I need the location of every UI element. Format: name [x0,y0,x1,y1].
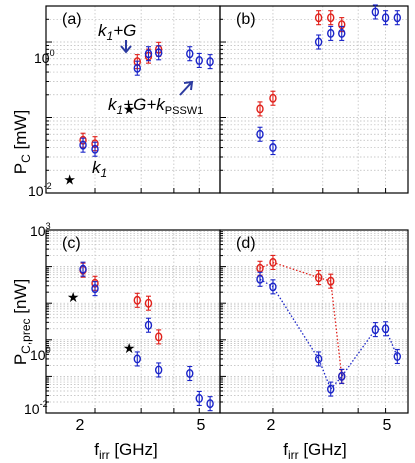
ytick-bottom-1e-2: 10-2 [24,399,48,417]
annotation-k1-plus-g-plus-kpssw1: k1+G+kPSSW1 [108,95,203,117]
data-point-blue [381,324,390,334]
ytick-bottom-1e3: 103 [30,221,51,239]
data-point-blue [327,28,335,38]
data-point-red [314,13,323,23]
data-point-red [133,295,141,305]
data-point-red [269,93,277,103]
panels-layer: ★★★★ [45,4,409,414]
data-point-blue [314,37,323,47]
data-point-blue [256,274,264,284]
arrow-k1-plus-g [120,40,132,54]
panel-b [219,4,409,194]
data-point-blue [144,49,153,59]
panel-d [219,229,409,414]
panel-c: ★★ [45,229,221,414]
data-point-blue [269,143,277,153]
star-marker: ★ [123,101,136,117]
data-point-blue [393,13,402,23]
xlabel-left: firr [GHz] [94,440,158,462]
data-point-blue [154,48,163,58]
data-point-blue [195,55,203,65]
data-point-blue [371,325,380,335]
data-point-red [327,276,335,286]
data-point-blue [338,28,346,38]
annotation-k1: k1 [92,158,107,180]
data-point-blue [133,63,141,73]
data-point-blue [186,369,194,379]
data-point-blue [154,365,163,375]
data-point-blue [338,371,346,381]
data-point-blue [79,140,87,150]
data-point-red [256,104,264,114]
star-marker: ★ [67,289,80,305]
ytick-top-1e0: 100 [34,48,55,66]
data-point-blue [269,282,277,292]
xtick-right-5: 5 [383,417,392,434]
data-point-red [154,332,163,342]
data-point-blue [195,393,203,403]
data-point-blue [144,320,153,330]
data-point-blue [79,264,87,274]
data-point-red [327,13,335,23]
axes-frame [219,229,409,414]
panel-a: ★★ [45,5,221,194]
data-point-blue [327,384,335,394]
data-point-blue [381,13,390,23]
ylabel-top: PC [mW] [11,110,33,174]
xtick-left-5: 5 [197,417,206,434]
data-point-blue [371,7,380,17]
data-point-blue [393,351,402,361]
panel-label-b: (b) [236,11,256,28]
data-point-blue [186,49,194,59]
series-line-blue [259,278,398,391]
axes-frame [219,5,409,194]
data-point-blue [91,284,99,294]
xtick-left-2: 2 [76,417,85,434]
axes-frame [45,229,221,414]
star-marker: ★ [63,172,76,188]
xlabel-right: firr [GHz] [283,440,347,462]
ytick-top-1e-2: 10-2 [28,181,52,199]
data-point-red [314,273,323,283]
panel-label-c: (c) [62,235,81,252]
annotation-k1-plus-g: k1+G [98,21,136,43]
star-marker: ★ [123,340,136,356]
panel-label-a: (a) [62,11,82,28]
data-point-blue [206,399,214,409]
arrow-k1-plus-g-plus-kpssw1 [179,80,194,96]
data-point-red [269,257,277,267]
data-point-red [144,298,153,308]
data-point-blue [314,354,323,364]
xtick-right-2: 2 [267,417,276,434]
data-point-blue [133,354,141,364]
data-point-blue [206,57,214,67]
ytick-bottom-1e0: 100 [30,345,51,363]
data-point-blue [91,144,99,154]
panel-label-d: (d) [236,235,256,252]
data-point-blue [256,129,264,139]
